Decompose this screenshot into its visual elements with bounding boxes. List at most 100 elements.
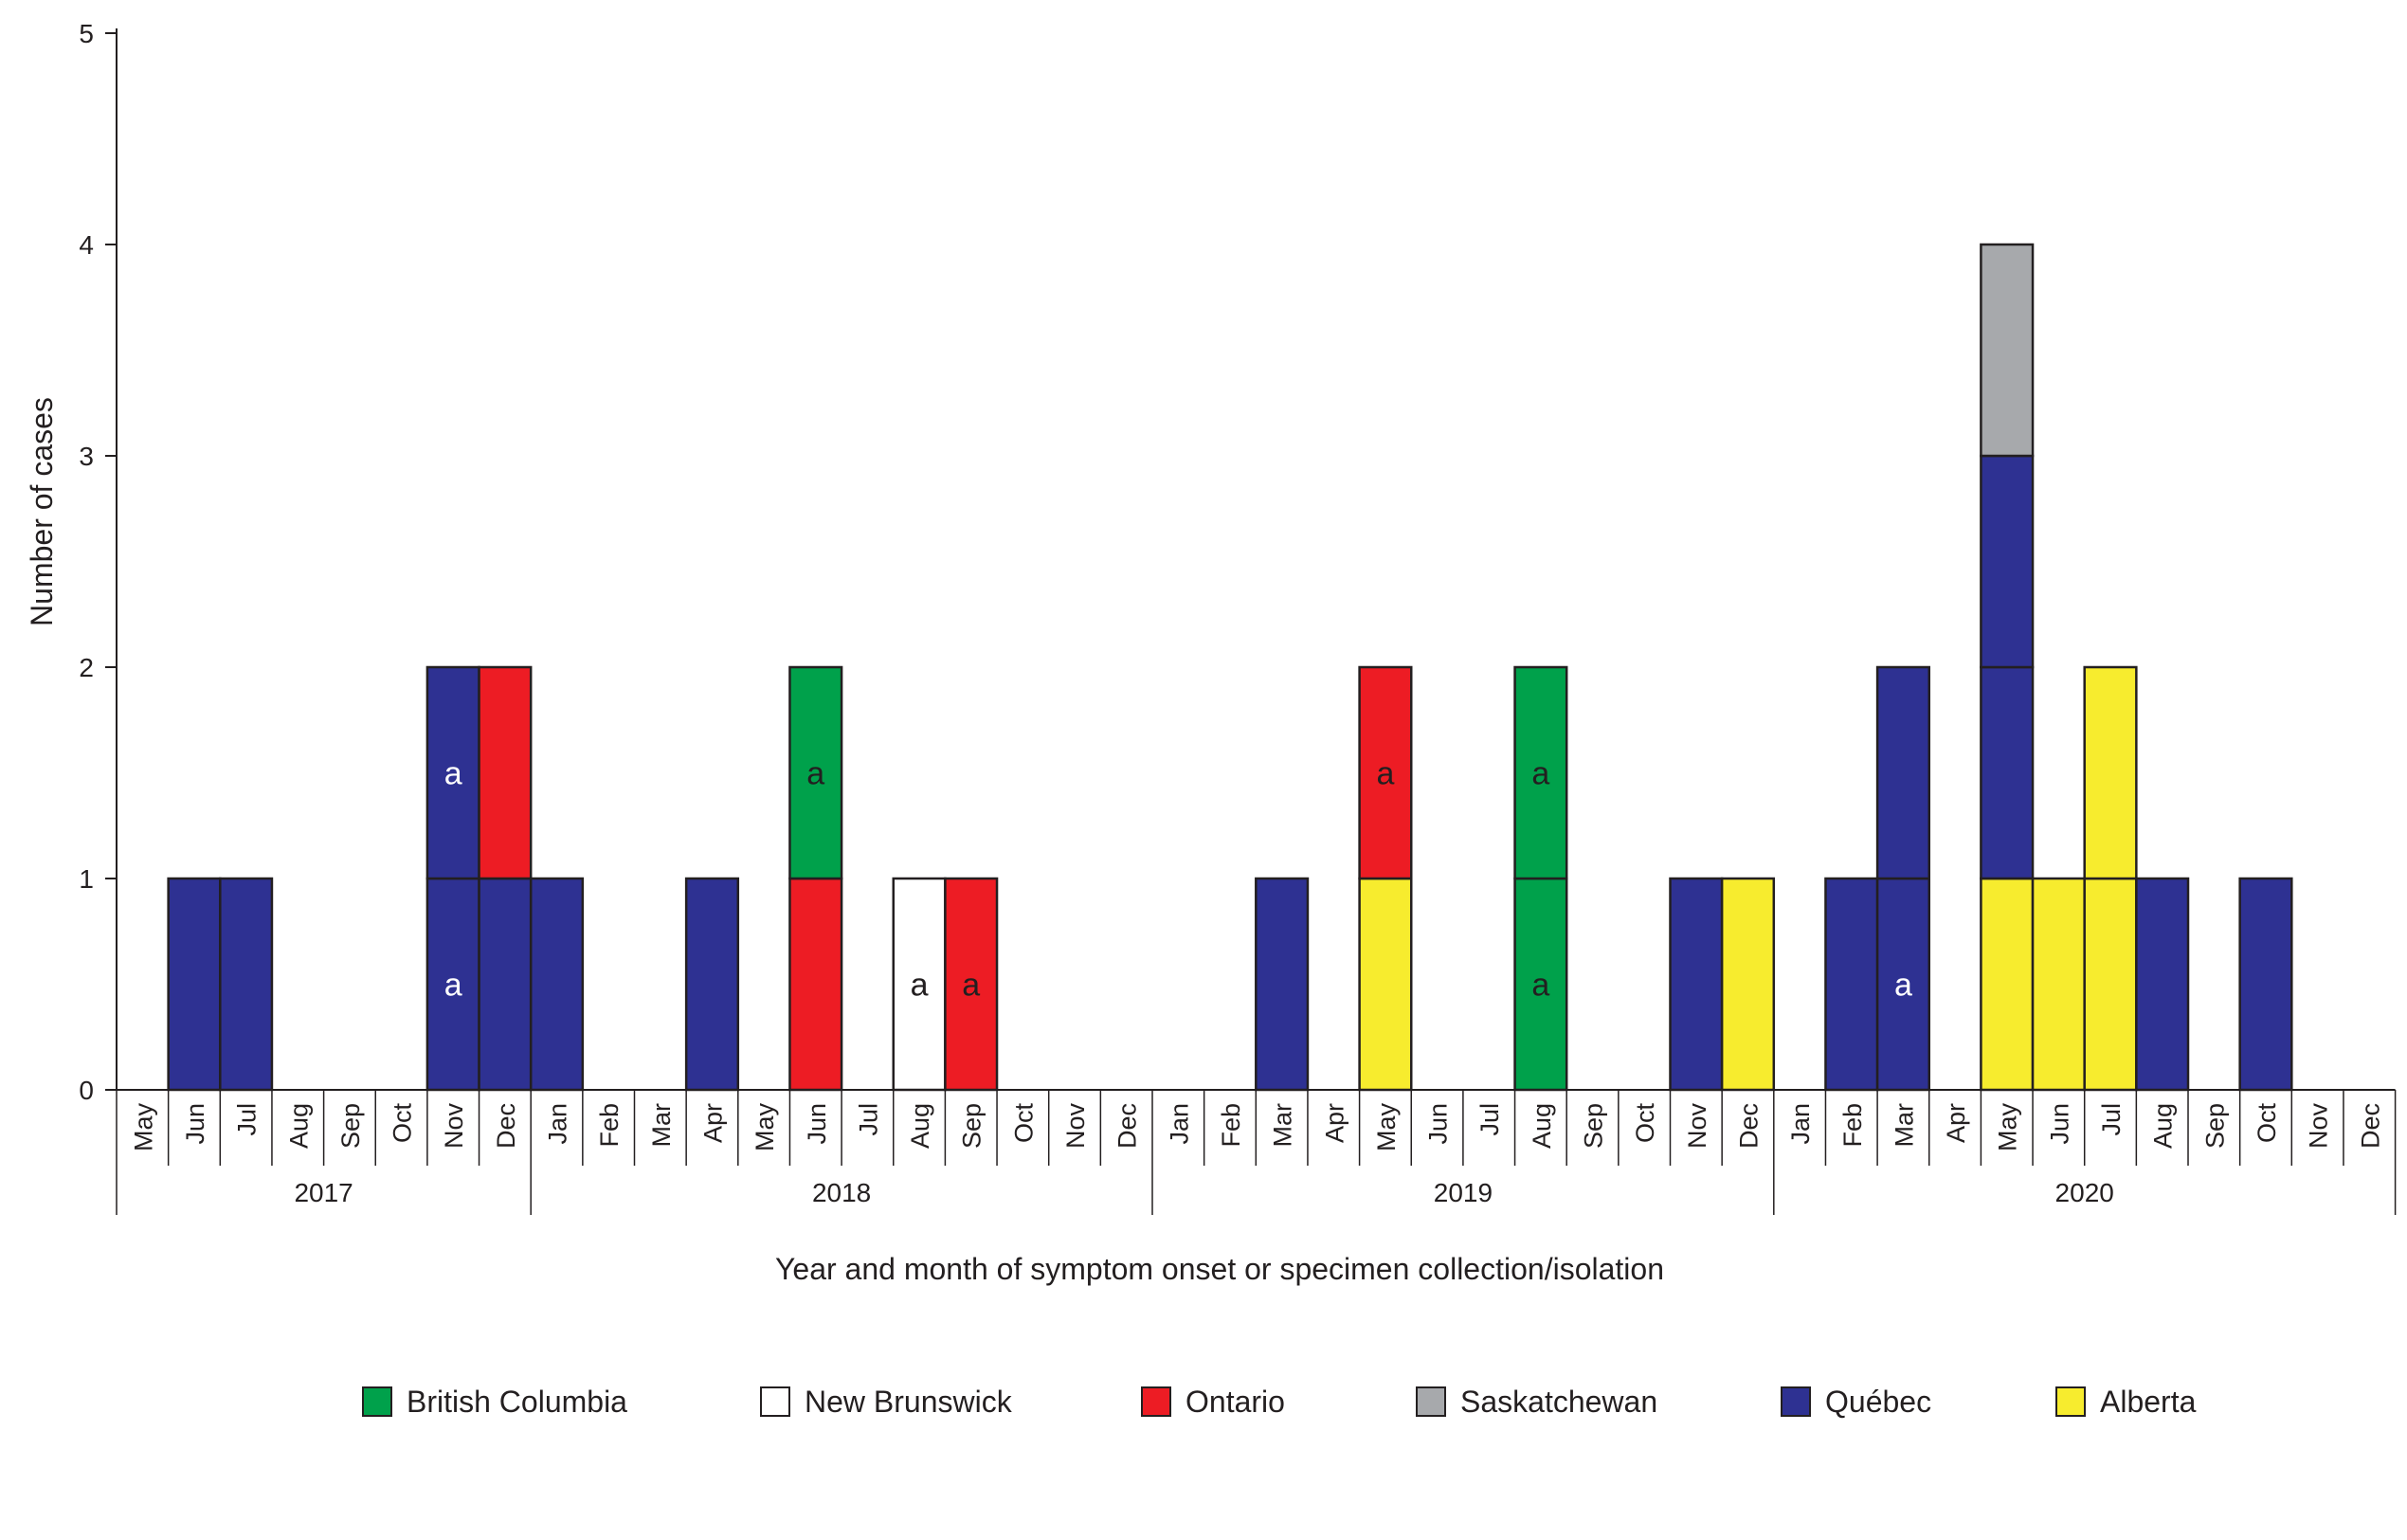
x-tick-label: Nov — [440, 1103, 468, 1150]
bar-segment — [1980, 243, 2035, 458]
x-tick-label: Mar — [647, 1103, 676, 1148]
bar-segment — [1720, 877, 1776, 1092]
x-tick-label: Aug — [1528, 1103, 1556, 1149]
x-tick-label: Jul — [233, 1103, 262, 1136]
x-axis-title: Year and month of symptom onset or speci… — [775, 1252, 1664, 1286]
x-tick-label: Apr — [1942, 1103, 1970, 1143]
bar-segment — [425, 665, 480, 880]
bar-segment — [1358, 877, 1413, 1092]
x-tick-label: Jan — [1786, 1103, 1815, 1145]
legend-swatch — [2055, 1386, 2086, 1417]
bar-segment — [1824, 877, 1879, 1092]
x-tick-label: Aug — [906, 1103, 934, 1149]
bar-segment — [2031, 877, 2086, 1092]
bar-segment — [1980, 877, 2035, 1092]
labels-layer: 0 1 2 3 4 5 May Jun Jul Aug Sep Oct Nov Dec Jan Feb Mar A… — [79, 19, 2384, 1207]
x-tick-label: May — [1994, 1103, 2022, 1152]
x-tick-label: Jul — [2097, 1103, 2126, 1136]
bar-annotation: a — [1894, 968, 1912, 1004]
legend-swatch — [1141, 1386, 1171, 1417]
legend-swatch — [362, 1386, 392, 1417]
legend-label: New Brunswick — [805, 1385, 1013, 1419]
bar-annotation: a — [911, 968, 929, 1004]
legend-swatch — [1781, 1386, 1811, 1417]
x-tick-label: Dec — [1113, 1103, 1142, 1149]
bar-segment — [478, 877, 533, 1092]
x-tick-label: Mar — [1269, 1103, 1297, 1148]
x-tick-label: Aug — [2149, 1103, 2178, 1149]
x-tick-label: Jan — [1165, 1103, 1193, 1145]
x-year-label: 2017 — [294, 1178, 353, 1207]
x-tick-label: Jun — [803, 1103, 831, 1145]
x-tick-label: Oct — [1631, 1103, 1659, 1144]
bar-segment — [1358, 665, 1413, 880]
bar-annotation: a — [1376, 756, 1394, 792]
x-tick-label: Jun — [181, 1103, 209, 1145]
x-tick-label: Nov — [1683, 1103, 1711, 1150]
x-tick-label: Oct — [1009, 1103, 1038, 1144]
y-axis-title: Number of cases — [25, 397, 59, 626]
x-tick-label: May — [129, 1103, 157, 1152]
x-tick-label: Sep — [336, 1103, 365, 1149]
bar-segment — [219, 877, 274, 1092]
bar-segment — [788, 877, 843, 1092]
x-tick-label: Jun — [2045, 1103, 2073, 1145]
bar-segment — [425, 877, 480, 1092]
bar-segment — [2135, 877, 2190, 1092]
legend-label: Alberta — [2100, 1385, 2197, 1419]
x-tick-label: Sep — [1580, 1103, 1608, 1149]
bar-annotation: a — [806, 756, 824, 792]
x-tick-label: Jun — [1424, 1103, 1453, 1145]
legend: British Columbia New Brunswick Ontario Sask… — [362, 1385, 2197, 1419]
bar-segment — [478, 665, 533, 880]
bar-segment — [2083, 877, 2138, 1092]
bar-annotation: a — [1531, 756, 1549, 792]
x-tick-label: Feb — [1217, 1103, 1245, 1148]
x-year-label: 2019 — [1434, 1178, 1493, 1207]
bar-segment — [2083, 665, 2138, 880]
bar-segment — [1513, 665, 1568, 880]
legend-swatch — [760, 1386, 790, 1417]
x-tick-label: Sep — [2200, 1103, 2229, 1149]
bar-segment — [788, 665, 843, 880]
bar-annotation: a — [444, 756, 462, 792]
x-tick-label: Sep — [958, 1103, 986, 1149]
bar-annotation: a — [444, 968, 462, 1004]
x-tick-label: Nov — [2305, 1103, 2333, 1150]
bar-annotation: a — [962, 968, 980, 1004]
legend-label: Saskatchewan — [1460, 1385, 1657, 1419]
x-tick-label: Oct — [2253, 1103, 2281, 1144]
bar-segment — [684, 877, 740, 1092]
x-tick-label: Dec — [492, 1103, 520, 1149]
x-tick-label: Dec — [2356, 1103, 2384, 1149]
x-tick-label: Jul — [1475, 1103, 1504, 1136]
y-tick-label: 0 — [79, 1076, 94, 1105]
x-tick-label: Dec — [1734, 1103, 1763, 1149]
x-year-label: 2020 — [2055, 1178, 2114, 1207]
bar-segment — [1255, 877, 1310, 1092]
x-tick-label: Apr — [698, 1103, 727, 1143]
bar-segment — [1980, 665, 2035, 880]
x-tick-label: Apr — [1320, 1103, 1348, 1143]
x-tick-label: Jul — [854, 1103, 882, 1136]
bar-segment — [1669, 877, 1724, 1092]
bar-segment — [167, 877, 222, 1092]
legend-label: Québec — [1825, 1385, 1931, 1419]
bar-segment — [529, 877, 585, 1092]
y-tick-label: 1 — [79, 864, 94, 894]
bar-segment — [1875, 665, 1930, 880]
x-tick-label: Aug — [284, 1103, 313, 1149]
legend-swatch — [1416, 1386, 1446, 1417]
x-year-label: 2018 — [812, 1178, 871, 1207]
axes-layer — [105, 28, 2397, 1215]
x-tick-label: Jan — [544, 1103, 572, 1145]
y-tick-label: 3 — [79, 442, 94, 471]
x-tick-label: Mar — [1890, 1103, 1918, 1148]
x-tick-label: Feb — [1838, 1103, 1867, 1148]
y-tick-label: 2 — [79, 653, 94, 682]
x-tick-label: Nov — [1061, 1103, 1090, 1150]
legend-label: British Columbia — [407, 1385, 627, 1419]
